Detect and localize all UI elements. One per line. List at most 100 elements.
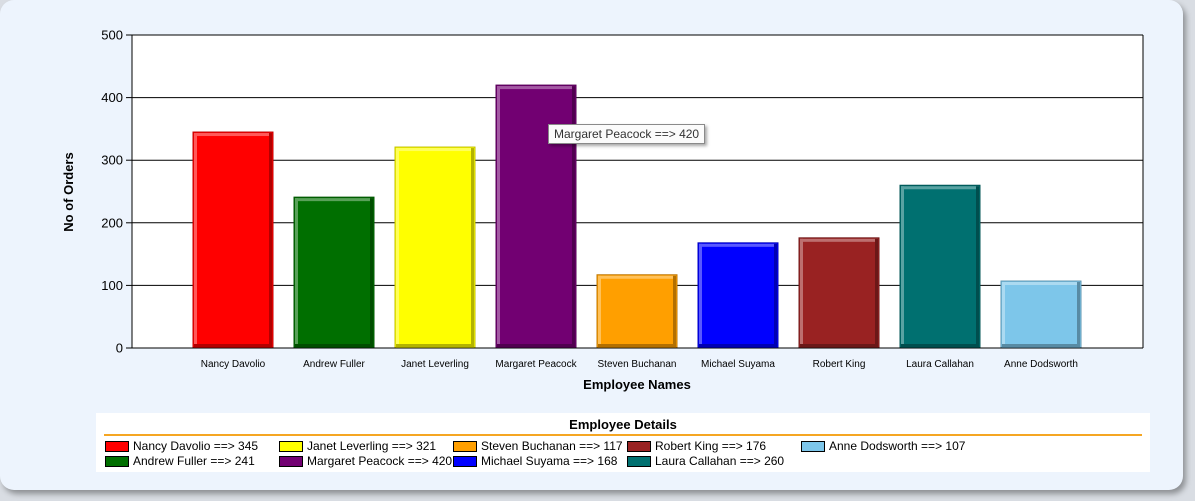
legend-label: Janet Leverling ==> 321 [307,439,437,453]
y-axis-title: No of Orders [61,152,76,231]
y-tick-label: 200 [101,215,123,230]
bar-highlight-left [1002,282,1005,347]
bar-highlight-left [598,275,601,347]
bar-highlight-left [194,133,197,347]
legend-swatch [105,455,129,467]
bar-shade-bottom [396,344,474,347]
bar-shade-right [976,186,979,347]
x-tick-labels: Nancy Davolio Andrew Fuller Janet Leverlin… [201,359,1078,370]
bar-body [596,274,678,349]
bar-shade-bottom [699,344,777,347]
x-tick-label: Michael Suyama [701,359,775,370]
x-tick-label: Anne Dodsworth [1004,359,1078,370]
bar-body [899,184,981,349]
legend-item: Steven Buchanan ==> 117 [453,439,623,453]
x-tick-label: Nancy Davolio [201,359,266,370]
bar-highlight-left [699,243,702,347]
bar-body [697,242,779,349]
bar-shade-right [471,148,474,347]
legend-swatch [279,455,303,467]
y-tick-label: 0 [116,341,123,356]
legend-item: Robert King ==> 176 [627,439,766,453]
legend-label: Anne Dodsworth ==> 107 [829,439,966,453]
bar-highlight-top [699,243,777,247]
bar-tooltip: Margaret Peacock ==> 420 [548,124,706,144]
axes [131,35,1144,349]
bar-shade-right [875,238,878,347]
bar-body [293,196,375,349]
bar-chart: 0 100 200 300 400 500 Nancy Davolio Andrew Ful… [61,28,1144,392]
bar-highlight-left [497,86,500,347]
legend-label: Nancy Davolio ==> 345 [133,439,259,453]
x-axis-title: Employee Names [583,377,691,392]
bar-shade-bottom [194,344,272,347]
bar-body [798,237,880,349]
legend-swatch [453,440,477,452]
bar-shade-right [673,275,676,347]
bar-highlight-top [800,238,878,242]
legend-label: Margaret Peacock ==> 420 [307,454,453,468]
legend-item: Andrew Fuller ==> 241 [105,454,255,468]
bar[interactable] [394,146,476,349]
bar-shade-right [370,198,373,347]
bar[interactable] [293,196,375,349]
x-tick-label: Janet Leverling [401,359,469,370]
bar[interactable] [697,242,779,349]
y-tick-label: 500 [101,28,123,43]
legend-swatch [627,455,651,467]
bar-highlight-top [598,275,676,279]
bar-shade-bottom [598,344,676,347]
legend-label: Andrew Fuller ==> 241 [133,454,255,468]
bar-shade-bottom [497,344,575,347]
bar[interactable] [596,274,678,349]
legend-item: Margaret Peacock ==> 420 [279,454,452,468]
legend-label: Michael Suyama ==> 168 [481,454,618,468]
x-tick-label: Steven Buchanan [598,359,677,370]
bar-shade-bottom [295,344,373,347]
legend-swatch [801,440,825,452]
legend-swatch [453,455,477,467]
bar-highlight-left [295,198,298,347]
x-tick-label: Margaret Peacock [495,359,577,370]
bar-highlight-top [396,148,474,152]
legend-item: Janet Leverling ==> 321 [279,439,436,453]
legend-label: Robert King ==> 176 [655,439,767,453]
legend-label: Steven Buchanan ==> 117 [481,439,623,453]
y-tick-labels: 0 100 200 300 400 500 [101,28,132,356]
bar[interactable] [798,237,880,349]
legend-swatch [279,440,303,452]
bar[interactable] [899,184,981,349]
y-tick-label: 300 [101,153,123,168]
bar-highlight-top [1002,282,1080,286]
bars [192,84,1082,349]
bar[interactable] [1000,280,1082,349]
y-tick-label: 100 [101,278,123,293]
bar-shade-right [572,86,575,347]
bar-highlight-left [396,148,399,347]
bar-highlight-left [901,186,904,347]
bar-shade-bottom [1002,344,1080,347]
x-tick-label: Andrew Fuller [303,359,365,370]
legend-swatch [627,440,651,452]
legend: Employee Details Nancy Davolio ==> 345 An… [96,413,1150,472]
legend-item: Anne Dodsworth ==> 107 [801,439,965,453]
bar-highlight-left [800,238,803,347]
x-tick-label: Robert King [813,359,866,370]
bar-highlight-top [194,133,272,137]
bar-shade-bottom [800,344,878,347]
x-tick-label: Laura Callahan [906,359,974,370]
bar[interactable] [192,131,274,349]
bar-body [1000,280,1082,349]
bar-shade-bottom [901,344,979,347]
bar-shade-right [774,243,777,347]
legend-item: Michael Suyama ==> 168 [453,454,617,468]
legend-item: Laura Callahan ==> 260 [627,454,784,468]
bar-shade-right [269,133,272,347]
legend-divider [104,434,1142,436]
bar-shade-right [1077,282,1080,347]
legend-label: Laura Callahan ==> 260 [655,454,785,468]
legend-item: Nancy Davolio ==> 345 [105,439,258,453]
bar-highlight-top [497,86,575,90]
bar-highlight-top [295,198,373,202]
legend-title: Employee Details [569,417,677,432]
